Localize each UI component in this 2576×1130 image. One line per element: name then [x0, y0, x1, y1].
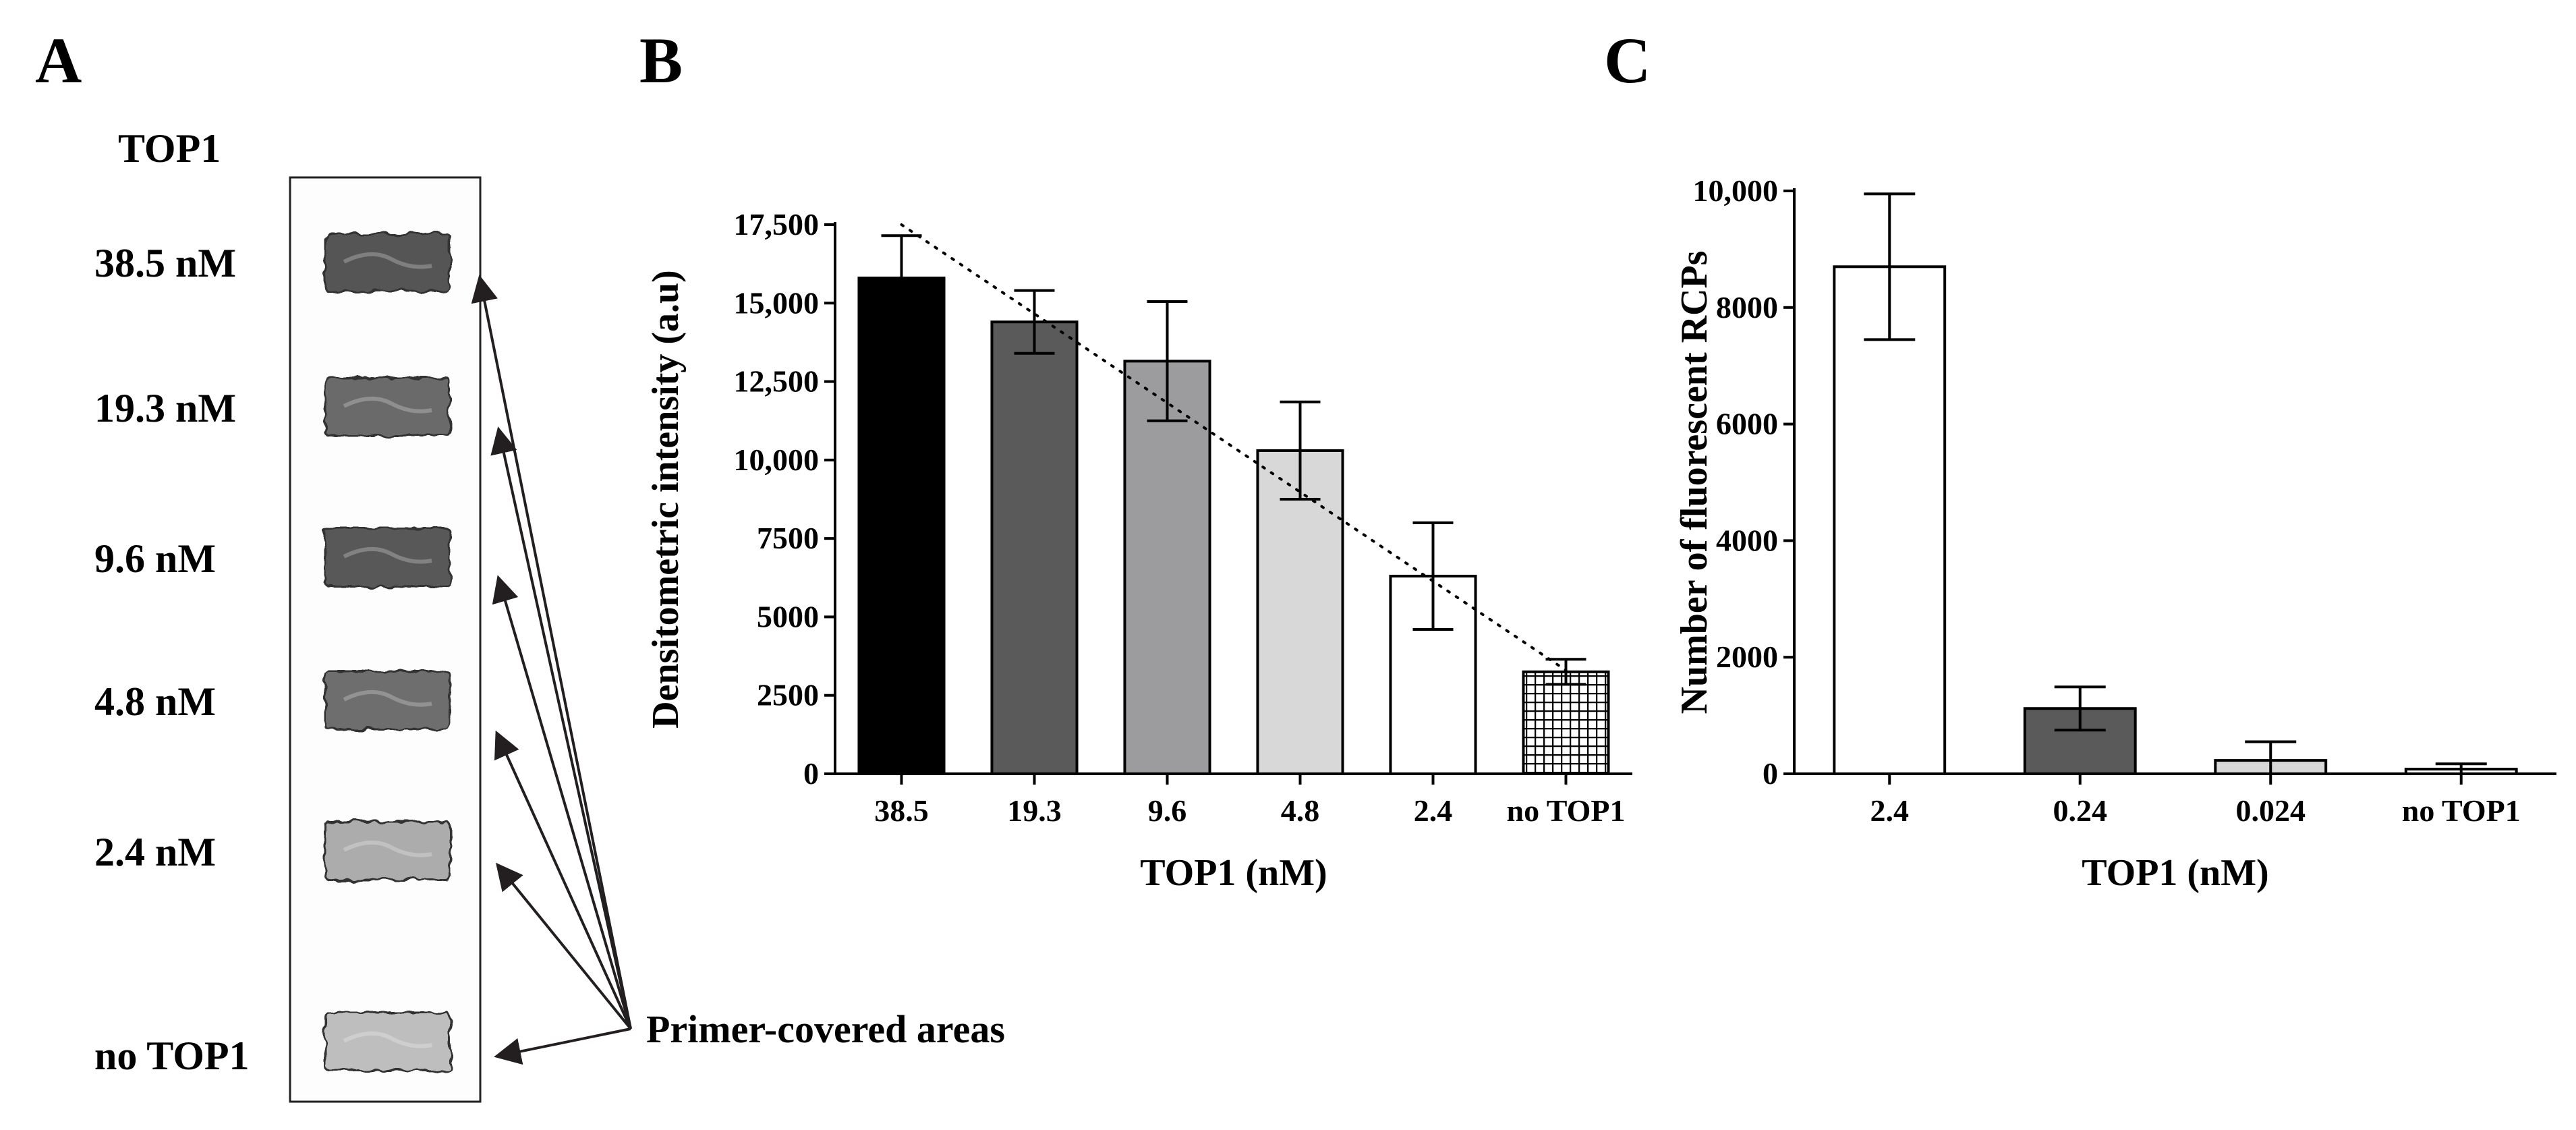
blot-band [324, 820, 451, 881]
blot-band [324, 527, 451, 588]
blot-band [324, 376, 451, 437]
band-highlight [343, 840, 432, 857]
x-tick-label: 9.6 [1148, 793, 1187, 828]
band-highlight [343, 546, 432, 564]
y-tick-label: 7500 [757, 521, 819, 555]
y-tick-label: 10,000 [734, 443, 820, 477]
trend-line [900, 223, 1568, 672]
panel-b-letter: B [639, 24, 683, 96]
bar [1522, 670, 1610, 775]
annotation-arrows [471, 275, 632, 1065]
y-tick-label: 12,500 [734, 364, 820, 399]
chart-b: 0 2500 5000 7500 10,000 12,500 15,000 17,500 38.… [645, 207, 1632, 894]
x-tick-label: 0.24 [2053, 793, 2108, 828]
panel-c: C 0 2000 4000 6000 8000 10,000 2.4 0.24 0.024 no … [1604, 24, 2556, 894]
bar [857, 277, 946, 775]
blot-band [324, 1011, 451, 1072]
annotation-arrow [492, 575, 632, 1029]
band-highlight [343, 689, 432, 707]
x-tick-label: 2.4 [1414, 793, 1453, 828]
y-tick-label: 6000 [1716, 407, 1778, 441]
y-tick-label: 2500 [757, 678, 819, 712]
annotation-arrow [495, 862, 632, 1030]
y-tick-label: 0 [1763, 756, 1778, 791]
x-tick-label: 4.8 [1281, 793, 1320, 828]
x-tick-label: 0.024 [2236, 793, 2306, 828]
bar [1833, 265, 1947, 775]
primer-covered-areas-label: Primer-covered areas [646, 1007, 1005, 1051]
panel-a-letter: A [35, 24, 82, 96]
lane-label: 38.5 nM [94, 241, 236, 285]
panel-c-letter: C [1604, 24, 1651, 96]
annotation-arrow [471, 275, 632, 1029]
y-axis-title: Number of fluorescent RCPs [1673, 251, 1715, 714]
lane-labels: 38.5 nM 19.3 nM 9.6 nM 4.8 nM 2.4 nM no TOP1 [94, 241, 250, 1078]
blot-strip-frame [289, 176, 482, 1103]
y-tick-label: 8000 [1716, 290, 1778, 324]
y-tick-label: 0 [803, 756, 819, 791]
y-tick-label: 4000 [1716, 523, 1778, 557]
x-tick-label: 2.4 [1870, 793, 1910, 828]
y-axis-title: Densitometric intensity (a.u) [645, 270, 687, 729]
annotation-arrow [494, 730, 632, 1029]
panel-a: A TOP1 38.5 nM 19.3 nM 9.6 nM 4.8 nM 2.4 nM n… [35, 24, 1005, 1103]
blot-band [324, 232, 451, 293]
lane-label: no TOP1 [94, 1034, 250, 1078]
lane-label: 2.4 nM [94, 830, 216, 874]
y-tick-label: 10,000 [1693, 173, 1779, 208]
y-tick-label: 2000 [1716, 640, 1778, 674]
y-tick-label: 5000 [757, 599, 819, 633]
x-tick-label: no TOP1 [1507, 793, 1626, 828]
band-highlight [343, 252, 432, 269]
panel-a-header: TOP1 [118, 126, 221, 171]
x-axis-title: TOP1 (nM) [1140, 852, 1327, 894]
chart-c: 0 2000 4000 6000 8000 10,000 2.4 0.24 0.024 no TO… [1673, 173, 2556, 894]
lane-label: 9.6 nM [94, 536, 216, 581]
x-tick-label: 38.5 [874, 793, 929, 828]
x-axis-title: TOP1 (nM) [2082, 852, 2268, 894]
panel-b: B 0 2500 5000 7500 10,000 12,500 15,000 17,500 3… [639, 24, 1632, 894]
x-tick-label: 19.3 [1007, 793, 1062, 828]
blot-lanes [324, 232, 451, 1072]
y-tick-label: 15,000 [734, 285, 820, 320]
blot-band [324, 670, 451, 731]
annotation-arrow [490, 426, 632, 1029]
band-highlight [343, 1031, 432, 1048]
x-tick-label: no TOP1 [2402, 793, 2521, 828]
bar [990, 320, 1079, 775]
lane-label: 4.8 nM [94, 679, 216, 724]
band-highlight [343, 396, 432, 414]
lane-label: 19.3 nM [94, 386, 236, 430]
y-tick-label: 17,500 [734, 207, 820, 242]
annotation-arrow [494, 1027, 631, 1065]
